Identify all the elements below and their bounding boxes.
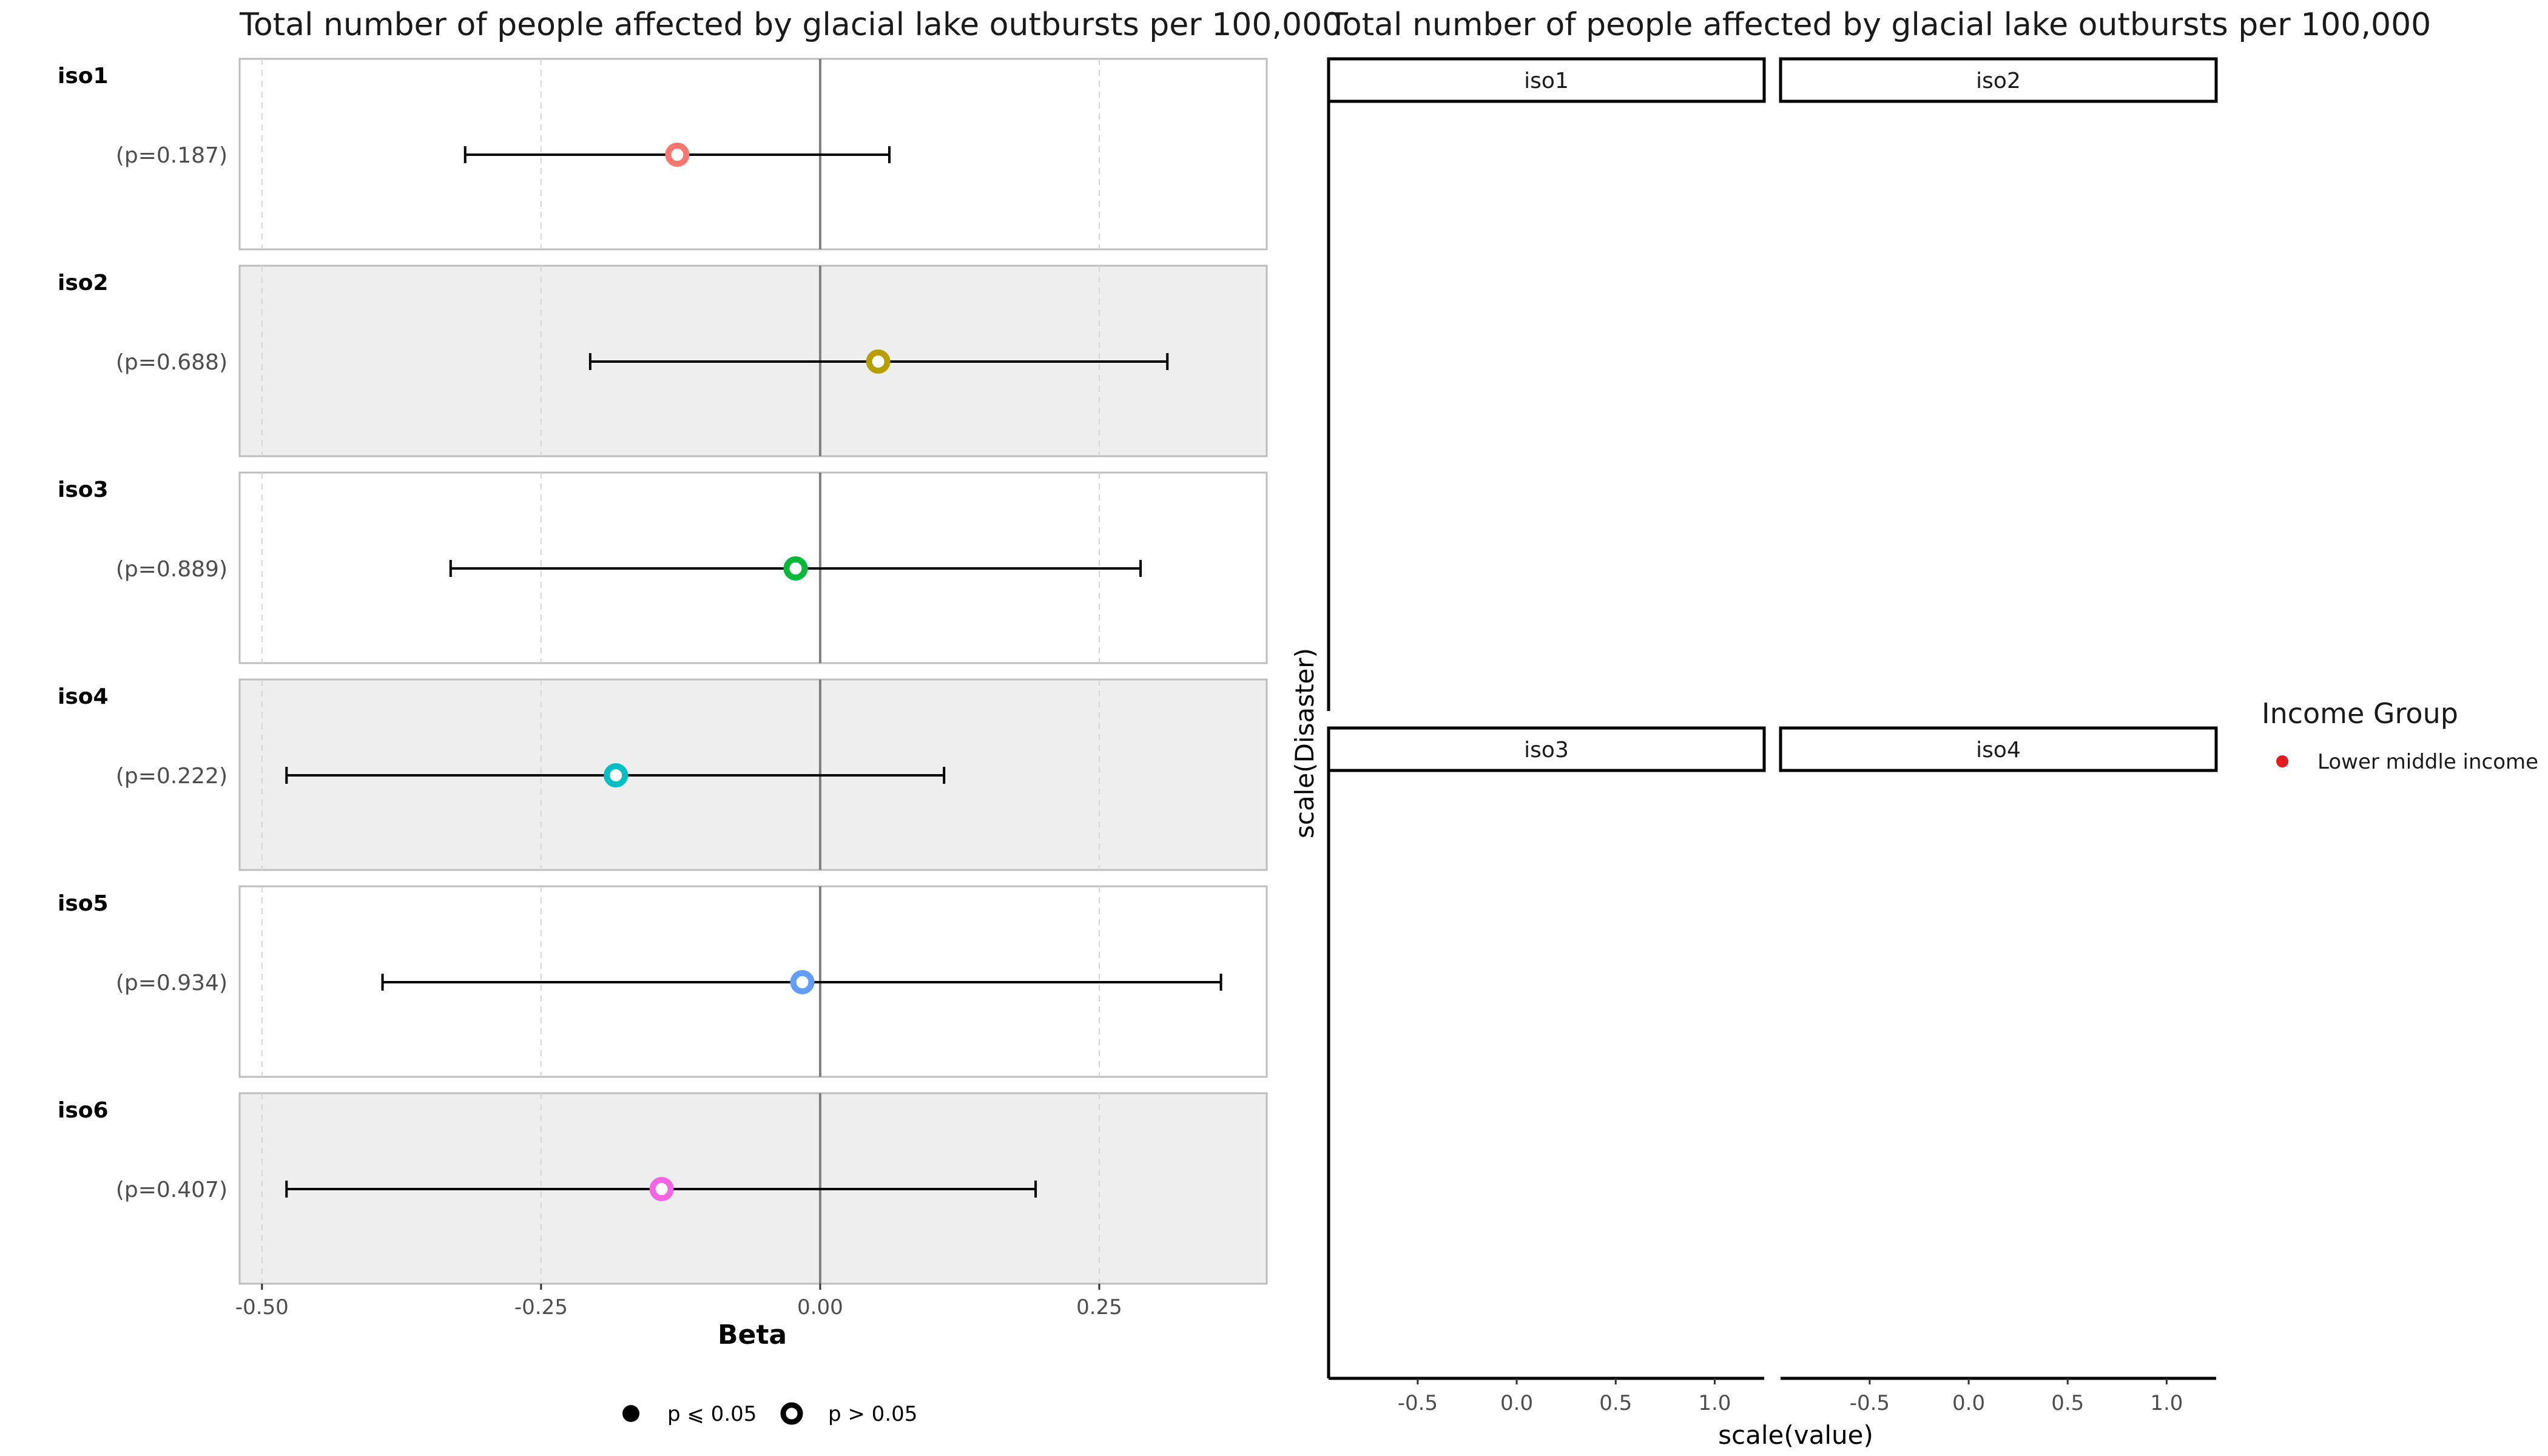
forest-x-axis: -0.50 -0.25 0.00 0.25	[235, 1284, 1122, 1320]
facet-panel-iso2: iso2	[1779, 57, 2218, 103]
facet-title: Total number of people affected by glaci…	[1328, 7, 2431, 43]
forest-row-iso2: iso2 (p=0.688)	[58, 271, 1169, 375]
forest-row-label: iso2	[58, 271, 109, 295]
facet-strip	[1779, 726, 2218, 772]
forest-x-axis-label: Beta	[718, 1320, 787, 1350]
facet-panels: iso1 iso2 iso3 -0.5 0.0 0.5 1.0 iso4 -0.5 0.0 0.5 1…	[1327, 57, 2218, 1415]
facet-x-tick-label: 1.0	[1698, 1391, 1731, 1415]
forest-estimate-point	[783, 556, 808, 581]
forest-row-label: iso5	[58, 891, 109, 916]
facet-strip	[1779, 57, 2218, 103]
forest-plot: Total number of people affected by glaci…	[58, 7, 1342, 1426]
forest-estimate-point	[604, 763, 629, 787]
forest-legend: p ⩽ 0.05 p > 0.05	[622, 1402, 917, 1426]
forest-row-label: iso3	[58, 477, 109, 502]
facet-x-tick-label: 0.5	[2051, 1391, 2084, 1415]
forest-row-iso1: iso1 (p=0.187)	[58, 64, 891, 168]
facet-panel-iso1: iso1	[1327, 57, 1766, 711]
facet-y-axis-label: scale(Disaster)	[1290, 648, 1320, 838]
facet-x-tick-label: 1.0	[2150, 1391, 2183, 1415]
forest-title: Total number of people affected by glaci…	[239, 7, 1342, 43]
forest-estimate-point	[649, 1177, 674, 1201]
facet-legend-label: Lower middle income	[2317, 750, 2538, 774]
forest-row-iso3: iso3 (p=0.889)	[58, 477, 1142, 582]
forest-row-iso6: iso6 (p=0.407)	[58, 1098, 1037, 1202]
forest-estimate-point	[665, 143, 690, 167]
facet-strip	[1327, 57, 1766, 103]
forest-legend-label: p ⩽ 0.05	[667, 1402, 757, 1426]
forest-x-tick-label: 0.25	[1076, 1295, 1122, 1320]
forest-p-value: (p=0.187)	[116, 143, 228, 168]
forest-row-iso5: iso5 (p=0.934)	[58, 891, 1222, 996]
forest-gridlines	[261, 59, 1100, 1284]
facet-legend-key	[2276, 755, 2288, 767]
facet-strip-label: iso3	[1524, 738, 1569, 763]
facet-scatter-plot: Total number of people affected by glaci…	[1290, 7, 2538, 1450]
forest-rows: iso1(p=0.187)iso2(p=0.688)iso3(p=0.889)i…	[58, 64, 1222, 1202]
forest-p-value: (p=0.407)	[116, 1178, 228, 1202]
facet-x-tick-label: 0.0	[1952, 1391, 1985, 1415]
forest-p-value: (p=0.934)	[116, 971, 228, 996]
facet-x-tick-label: -0.5	[1398, 1391, 1438, 1415]
forest-estimate-point	[790, 970, 815, 994]
facet-strip-label: iso4	[1976, 738, 2021, 763]
forest-legend-label: p > 0.05	[828, 1402, 917, 1426]
forest-p-value: (p=0.688)	[116, 350, 228, 375]
facet-legend: Income Group Lower middle income	[2262, 697, 2538, 774]
forest-row-iso4: iso4 (p=0.222)	[58, 684, 946, 789]
forest-row-panels	[238, 58, 1268, 1285]
facet-x-tick-label: -0.5	[1850, 1391, 1890, 1415]
facet-legend-items: Lower middle income	[2276, 750, 2538, 774]
facet-panel-iso4: iso4 -0.5 0.0 0.5 1.0	[1779, 726, 2218, 1415]
forest-row-label: iso1	[58, 64, 109, 89]
facet-strip	[1327, 726, 1766, 772]
forest-p-value: (p=0.222)	[116, 764, 228, 789]
forest-legend-key-filled	[622, 1405, 639, 1422]
facet-panel-iso3: iso3 -0.5 0.0 0.5 1.0	[1327, 726, 1766, 1415]
forest-row-label: iso6	[58, 1098, 109, 1123]
facet-x-axis-label: scale(value)	[1718, 1420, 1873, 1450]
forest-legend-key-hollow	[780, 1402, 803, 1425]
facet-legend-title: Income Group	[2262, 697, 2458, 730]
forest-estimate-point	[866, 349, 891, 374]
facet-strip-label: iso1	[1524, 69, 1569, 93]
forest-x-tick-label: -0.50	[235, 1295, 289, 1320]
forest-p-value: (p=0.889)	[116, 557, 228, 582]
facet-x-tick-label: 0.5	[1599, 1391, 1632, 1415]
forest-x-tick-label: -0.25	[514, 1295, 568, 1320]
facet-strip-label: iso2	[1976, 69, 2021, 93]
forest-x-tick-label: 0.00	[797, 1295, 843, 1320]
forest-row-label: iso4	[58, 684, 109, 709]
facet-x-tick-label: 0.0	[1500, 1391, 1533, 1415]
